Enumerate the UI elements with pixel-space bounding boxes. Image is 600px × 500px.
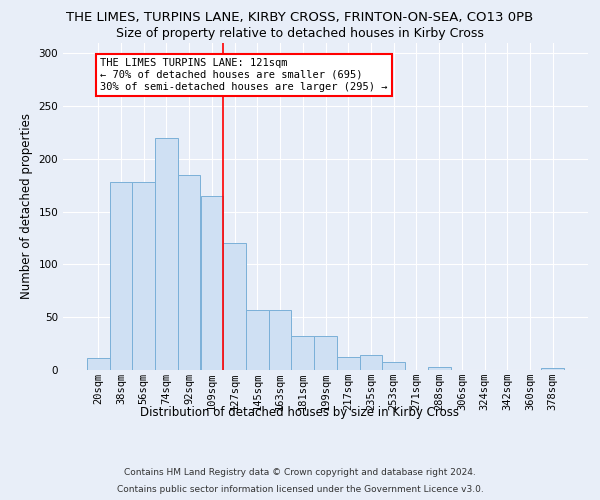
Bar [246,310,269,370]
Bar [428,367,451,370]
Bar [133,182,155,370]
Bar [292,336,314,370]
Bar [223,243,246,370]
Text: THE LIMES, TURPINS LANE, KIRBY CROSS, FRINTON-ON-SEA, CO13 0PB: THE LIMES, TURPINS LANE, KIRBY CROSS, FR… [67,12,533,24]
Bar [87,358,110,370]
Bar [178,174,200,370]
Text: Size of property relative to detached houses in Kirby Cross: Size of property relative to detached ho… [116,28,484,40]
Text: Distribution of detached houses by size in Kirby Cross: Distribution of detached houses by size … [140,406,460,419]
Bar [155,138,178,370]
Text: Contains HM Land Registry data © Crown copyright and database right 2024.: Contains HM Land Registry data © Crown c… [124,468,476,477]
Text: THE LIMES TURPINS LANE: 121sqm
← 70% of detached houses are smaller (695)
30% of: THE LIMES TURPINS LANE: 121sqm ← 70% of … [100,58,388,92]
Bar [359,355,382,370]
Bar [314,336,337,370]
Bar [541,368,564,370]
Y-axis label: Number of detached properties: Number of detached properties [20,114,33,299]
Bar [269,310,292,370]
Text: Contains public sector information licensed under the Government Licence v3.0.: Contains public sector information licen… [116,484,484,494]
Bar [200,196,223,370]
Bar [337,358,359,370]
Bar [110,182,133,370]
Bar [382,362,405,370]
